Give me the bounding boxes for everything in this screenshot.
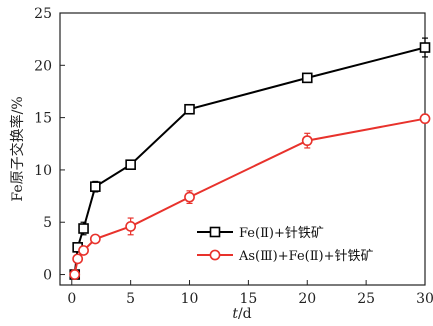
y-axis-label: Fe原子交换率/% <box>9 96 26 201</box>
series-1-point-7 <box>419 113 431 125</box>
legend-marker-0 <box>209 226 221 238</box>
series-1-point-4 <box>125 221 137 232</box>
series-0-point-3 <box>90 181 101 192</box>
y-tick-label-0: 0 <box>43 268 52 284</box>
x-tick-label-1: 5 <box>126 291 135 307</box>
series-0-point-4 <box>125 159 136 170</box>
series-1-point-5 <box>184 191 195 203</box>
series-0-point-7 <box>419 42 431 53</box>
x-tick-label-3: 15 <box>239 291 257 307</box>
series-0-point-6 <box>301 72 313 84</box>
x-tick-label-5: 25 <box>357 291 375 307</box>
series-0-point-5 <box>184 103 195 115</box>
x-tick-label-2: 10 <box>181 291 199 307</box>
x-tick-label-4: 20 <box>298 291 316 307</box>
legend: Fe(Ⅱ)+针铁矿 As(Ⅲ)+Fe(Ⅱ)+针铁矿 <box>197 226 374 264</box>
series-layer <box>69 37 431 280</box>
y-tick-label-5: 25 <box>34 6 52 22</box>
y-tick-label-3: 15 <box>34 111 52 127</box>
series-1-point-0 <box>69 269 81 280</box>
series-0-point-2 <box>78 223 89 234</box>
series-1-point-1 <box>72 253 84 265</box>
series-1-point-6 <box>301 135 313 147</box>
legend-label-0: Fe(Ⅱ)+针铁矿 <box>239 226 324 241</box>
x-tick-label-6: 30 <box>416 291 433 307</box>
plot-frame <box>59 12 426 286</box>
series-0 <box>69 37 431 280</box>
legend-label-1: As(Ⅲ)+Fe(Ⅱ)+针铁矿 <box>238 249 374 264</box>
x-axis-label-unit: /d <box>238 306 252 322</box>
series-1 <box>69 113 431 280</box>
x-axis-ticks: 0 5 10 15 20 25 30 <box>67 280 433 307</box>
series-1-point-2 <box>78 245 89 256</box>
x-axis-label: t/d <box>232 306 251 322</box>
y-tick-label-4: 20 <box>34 58 52 74</box>
x-tick-label-0: 0 <box>67 291 76 307</box>
series-1-point-3 <box>89 233 101 245</box>
y-tick-label-1: 5 <box>43 215 52 231</box>
y-axis-ticks: 0 5 10 15 20 25 <box>34 6 65 284</box>
legend-marker-1 <box>209 249 221 261</box>
y-tick-label-2: 10 <box>34 163 52 179</box>
